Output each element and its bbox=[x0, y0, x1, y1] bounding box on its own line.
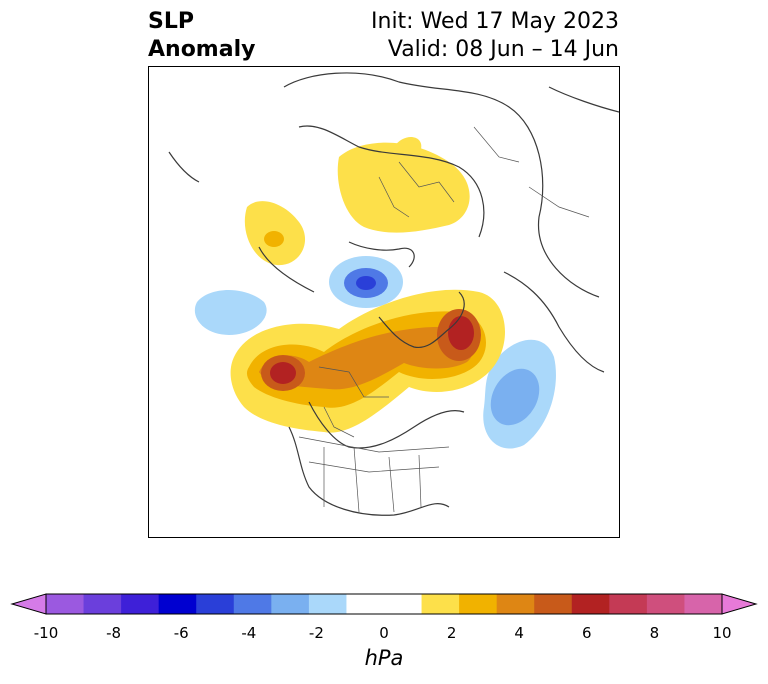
positive-anomaly-siberia bbox=[337, 137, 470, 233]
map-panel bbox=[148, 66, 620, 538]
colorbar-segment bbox=[571, 594, 610, 614]
colorbar-segment bbox=[534, 594, 573, 614]
colorbar-segment bbox=[609, 594, 648, 614]
colorbar-segment bbox=[308, 594, 347, 614]
country-borders bbox=[298, 126, 590, 513]
coastlines bbox=[168, 72, 619, 516]
colorbar-tick-label: -2 bbox=[308, 624, 324, 642]
colorbar-tick-label: 0 bbox=[379, 624, 389, 642]
colorbar-segment bbox=[459, 594, 498, 614]
colorbar-tick-label: -4 bbox=[241, 624, 257, 642]
negative-anomaly-arctic bbox=[329, 256, 403, 308]
colorbar-segment bbox=[271, 594, 310, 614]
colorbar-segment bbox=[684, 594, 723, 614]
colorbar-segment bbox=[83, 594, 122, 614]
colorbar-segment bbox=[346, 594, 385, 614]
anomaly-map bbox=[168, 72, 619, 516]
title-line-2: Anomaly bbox=[148, 37, 256, 62]
units-label: hPa bbox=[364, 646, 404, 670]
colorbar-tick-label: 2 bbox=[446, 624, 457, 642]
valid-range: Valid: 08 Jun – 14 Jun bbox=[387, 37, 619, 62]
colorbar-segment bbox=[421, 594, 460, 614]
positive-anomaly-greenland-canada bbox=[230, 289, 506, 433]
colorbar-tick-label: -10 bbox=[33, 624, 59, 642]
colorbar-tick-label: 8 bbox=[649, 624, 660, 642]
colorbar-tick-label: 4 bbox=[514, 624, 524, 642]
colorbar-extend-max bbox=[721, 593, 758, 615]
title-line-1: SLP bbox=[148, 9, 194, 34]
colorbar-segment bbox=[121, 594, 160, 614]
init-date: Init: Wed 17 May 2023 bbox=[371, 9, 619, 34]
map-title: SLP Anomaly bbox=[148, 8, 255, 64]
negative-anomaly-pacific bbox=[483, 339, 556, 449]
colorbar-tick-label: -6 bbox=[173, 624, 189, 642]
colorbar-tick-label: -8 bbox=[106, 624, 122, 642]
colorbar-extend-min bbox=[10, 593, 47, 615]
positive-anomaly-europe bbox=[244, 201, 306, 266]
colorbar-segment bbox=[496, 594, 535, 614]
colorbar-segment bbox=[646, 594, 685, 614]
colorbar bbox=[10, 593, 758, 615]
valid-period: Init: Wed 17 May 2023 Valid: 08 Jun – 14… bbox=[371, 8, 619, 64]
colorbar-segment bbox=[233, 594, 272, 614]
negative-anomaly-atlantic bbox=[194, 289, 267, 335]
colorbar-segment bbox=[384, 594, 423, 614]
colorbar-tick-label: 6 bbox=[582, 624, 592, 642]
colorbar-tick-label: 10 bbox=[712, 624, 732, 642]
colorbar-segment bbox=[196, 594, 235, 614]
colorbar-segment bbox=[158, 594, 197, 614]
colorbar-segment bbox=[46, 594, 85, 614]
